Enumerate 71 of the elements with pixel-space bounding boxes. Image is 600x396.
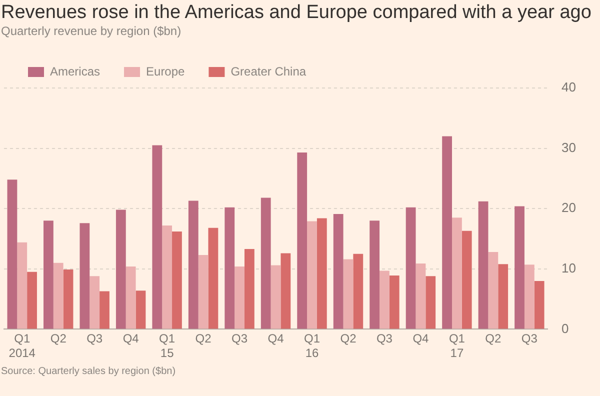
bar (380, 270, 390, 329)
bar (260, 198, 271, 329)
legend-label: Greater China (230, 64, 306, 78)
bar (126, 266, 136, 329)
bar (333, 214, 344, 329)
bar (478, 201, 488, 329)
bar (80, 223, 90, 329)
bar (343, 259, 354, 329)
chart-subtitle: Quarterly revenue by region ($bn) (0, 24, 182, 38)
bar (488, 252, 498, 329)
y-tick-label: 30 (562, 140, 576, 155)
bar (280, 253, 291, 329)
bar (17, 242, 28, 329)
x-tick-label: Q4 (268, 332, 284, 346)
x-tick-label: Q3 (86, 332, 103, 346)
bar (270, 265, 281, 329)
x-tick-label: Q4 (412, 332, 430, 346)
bar (63, 270, 74, 329)
x-tick-label: Q1 16 (304, 332, 320, 360)
x-tick-label: Q2 (485, 332, 502, 346)
bar (53, 262, 64, 329)
bar (524, 264, 534, 329)
x-tick-label: Q2 (50, 332, 67, 346)
bar (406, 207, 416, 329)
bar (90, 276, 100, 329)
x-tick-label: Q3 (521, 332, 538, 346)
bar (224, 207, 235, 329)
chart-title: Revenues rose in the Americas and Europe compared with a year ago (0, 2, 592, 24)
bar (297, 152, 308, 329)
bar (316, 218, 327, 329)
source-note: Source: Quarterly sales by region ($bn) (0, 366, 177, 377)
bar (462, 230, 472, 329)
x-tick-label: Q2 (340, 332, 357, 346)
bar (416, 263, 426, 329)
bar (514, 206, 524, 329)
x-tick-label: Q3 (376, 332, 393, 346)
bar (162, 225, 172, 329)
x-tick-label: Q1 15 (159, 332, 176, 360)
x-tick-label: Q3 (232, 332, 248, 346)
y-tick-label: 40 (562, 80, 576, 95)
legend-label: Americas (50, 64, 100, 78)
x-tick-label: Q1 2014 (8, 332, 36, 360)
bar (307, 221, 317, 329)
bar (27, 272, 37, 329)
x-tick-label: Q4 (122, 332, 140, 346)
legend-label: Europe (146, 64, 186, 78)
bar (208, 228, 218, 329)
bar (136, 290, 146, 329)
bar (244, 249, 254, 329)
y-tick-label: 10 (562, 260, 576, 276)
bar (370, 220, 380, 329)
bar (198, 255, 208, 329)
bar (172, 232, 182, 329)
x-tick-label: Q1 17 (448, 332, 466, 360)
y-tick-label: 0 (562, 320, 569, 336)
bar (234, 266, 244, 329)
bar (534, 280, 544, 329)
bar (116, 210, 126, 329)
bar (389, 276, 400, 329)
bar (442, 136, 452, 329)
bar (188, 200, 198, 329)
bar (152, 145, 162, 329)
bar (426, 276, 436, 329)
bar (452, 218, 462, 329)
y-tick-label: 20 (562, 200, 576, 216)
bar (100, 291, 110, 329)
x-tick-label: Q2 (195, 332, 212, 346)
bar (43, 220, 54, 329)
bar (498, 264, 508, 329)
bar (353, 254, 364, 329)
bar (7, 180, 18, 329)
